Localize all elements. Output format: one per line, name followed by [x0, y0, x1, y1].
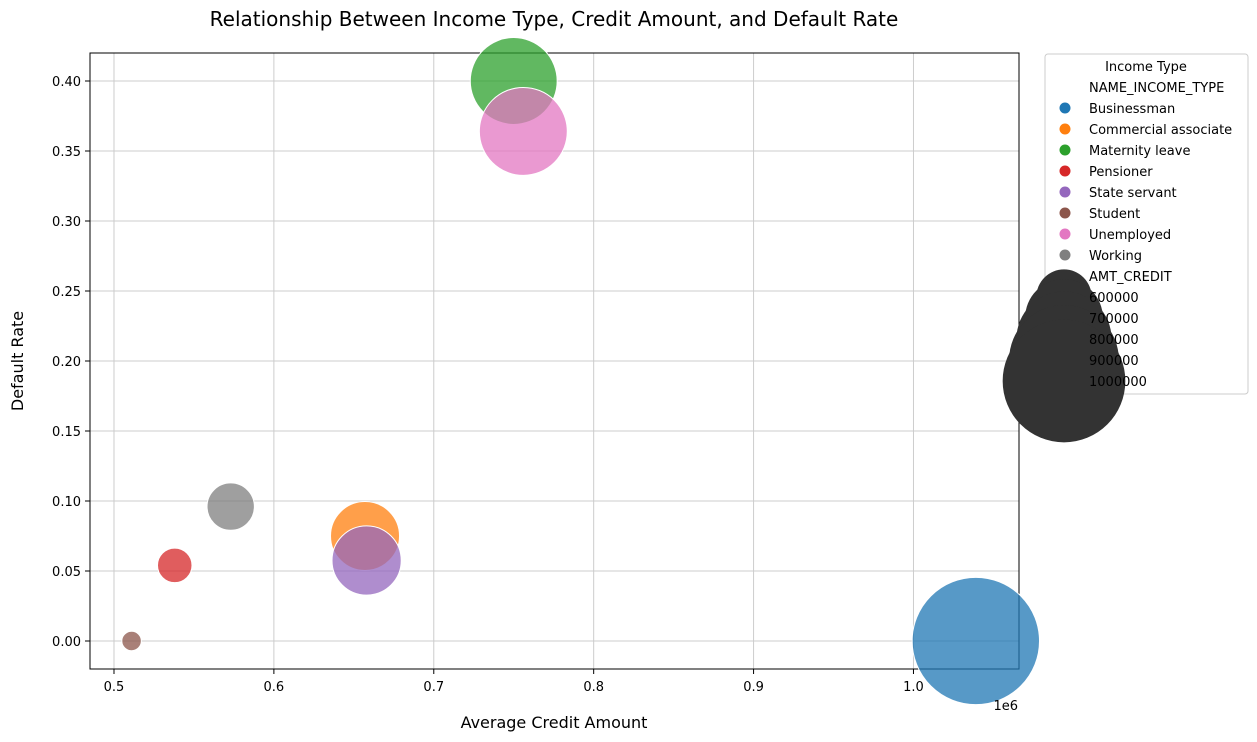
y-axis-ticks: 0.00 0.05 0.10 0.15 0.20 0.25 0.30 0.35 0.40 — [52, 75, 90, 650]
data-point-state-servant — [331, 525, 402, 596]
x-axis-ticks: 0.5 0.6 0.7 0.8 0.9 1.0 — [104, 669, 924, 695]
legend-size-entries: 600000 700000 800000 900000 1000000 — [1002, 269, 1147, 443]
legend-label: Businessman — [1089, 102, 1175, 117]
legend-marker — [1059, 228, 1071, 240]
legend-size-label: 600000 — [1089, 291, 1139, 306]
legend-marker — [1059, 144, 1071, 156]
legend-marker — [1059, 165, 1071, 177]
legend-size-label: 700000 — [1089, 312, 1139, 327]
y-axis-label: Default Rate — [8, 311, 27, 411]
data-point-student — [121, 630, 142, 652]
legend-title: Income Type — [1105, 60, 1187, 75]
data-point-pensioner — [156, 547, 193, 584]
y-tick-label: 0.00 — [52, 635, 81, 650]
legend-size-label: 800000 — [1089, 333, 1139, 348]
x-tick-label: 1.0 — [903, 680, 924, 695]
x-tick-label: 0.9 — [743, 680, 764, 695]
data-point-businessman — [911, 576, 1041, 706]
data-points — [121, 37, 1041, 706]
legend-label: Maternity leave — [1089, 144, 1190, 159]
y-tick-label: 0.15 — [52, 425, 81, 440]
legend-size-marker — [1002, 319, 1126, 443]
legend-label: Working — [1089, 249, 1142, 264]
y-tick-label: 0.25 — [52, 285, 81, 300]
legend-label: Unemployed — [1089, 228, 1171, 243]
x-axis-offset: 1e6 — [993, 699, 1018, 714]
x-tick-label: 0.7 — [423, 680, 444, 695]
legend-size-header: AMT_CREDIT — [1089, 270, 1172, 285]
legend-size-label: 1000000 — [1089, 375, 1147, 390]
x-tick-label: 0.8 — [583, 680, 604, 695]
legend-label: Student — [1089, 207, 1140, 222]
y-tick-label: 0.35 — [52, 145, 81, 160]
y-tick-label: 0.30 — [52, 215, 81, 230]
legend-marker — [1059, 249, 1071, 261]
y-tick-label: 0.20 — [52, 355, 81, 370]
legend-size-label: 900000 — [1089, 354, 1139, 369]
legend-label: State servant — [1089, 186, 1177, 201]
legend-marker — [1059, 123, 1071, 135]
legend-hue-entries: Businessman Commercial associate Maternity… — [1059, 102, 1232, 264]
legend-label: Pensioner — [1089, 165, 1153, 180]
x-tick-label: 0.5 — [104, 680, 125, 695]
legend-marker — [1059, 186, 1071, 198]
x-tick-label: 0.6 — [264, 680, 285, 695]
legend: Income Type NAME_INCOME_TYPE Businessman… — [1002, 53, 1249, 443]
x-axis-label: Average Credit Amount — [461, 713, 648, 732]
legend-marker — [1059, 207, 1071, 219]
legend-hue-header: NAME_INCOME_TYPE — [1089, 81, 1224, 96]
chart-title: Relationship Between Income Type, Credit… — [210, 7, 899, 31]
y-tick-label: 0.10 — [52, 495, 81, 510]
data-point-working — [206, 482, 255, 531]
y-tick-label: 0.05 — [52, 565, 81, 580]
y-tick-label: 0.40 — [52, 75, 81, 90]
data-point-unemployed — [478, 86, 568, 176]
legend-marker — [1059, 102, 1071, 114]
legend-label: Commercial associate — [1089, 123, 1232, 138]
